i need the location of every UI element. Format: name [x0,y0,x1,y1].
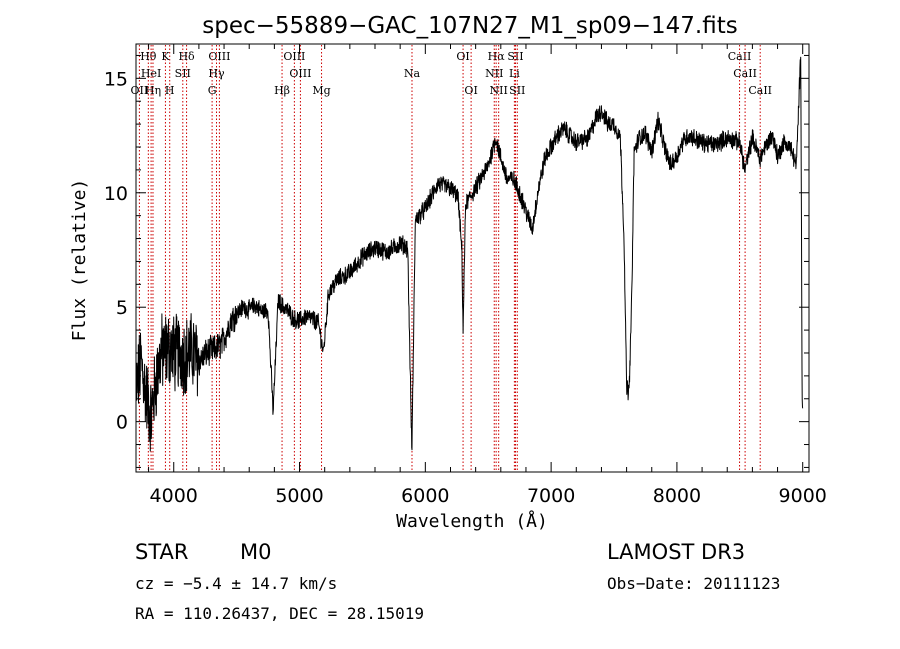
x-tick-label: 5000 [275,485,323,507]
line-marker-label: SII [509,84,525,97]
line-marker-label: G [208,84,217,97]
x-tick-label: 4000 [150,485,198,507]
x-tick-label: 9000 [779,485,827,507]
line-marker-label: Hβ [274,84,290,97]
obs-date-text: Obs−Date: 20111123 [607,574,780,593]
object-class: STAR [135,540,188,564]
line-marker-label: H [165,84,175,97]
line-marker-label: Na [404,67,421,80]
line-marker-label: Hη [145,84,161,97]
line-marker-label: CaII [728,50,752,63]
line-marker-label: CaII [748,84,772,97]
x-axis-label: Wavelength (Å) [396,510,548,532]
survey-name: LAMOST DR3 [607,540,745,564]
y-tick-label: 15 [104,68,128,90]
x-tick-label: 7000 [527,485,575,507]
x-tick-label: 6000 [401,485,449,507]
y-tick-label: 10 [104,183,128,205]
y-tick-label: 0 [116,412,128,434]
axes: 4000 5000 6000 7000 8000 9000 0 5 10 15 [104,44,827,507]
line-marker-label: OIII [283,50,305,63]
spectrum-line [135,56,804,452]
line-marker-label: SII [175,67,191,80]
line-marker-label: OIII [289,67,311,80]
x-tick-label: 8000 [653,485,701,507]
line-marker-label: SII [507,50,523,63]
line-marker-label: Hδ [178,50,195,63]
line-marker-label: Hα [488,50,506,63]
coordinates-text: RA = 110.26437, DEC = 28.15019 [135,604,424,623]
line-marker-label: Hγ [208,67,225,80]
plot-frame [135,43,810,473]
line-marker-label: CaII [733,67,757,80]
y-axis-label: Flux (relative) [69,179,90,342]
line-marker-label: Hθ [140,50,157,63]
line-marker-label: Li [509,67,520,80]
line-marker-label: OIII [208,50,230,63]
line-marker-label: OII [131,84,149,97]
line-marker-label: NII [485,67,503,80]
spectrum-series [135,56,804,452]
line-marker-label: Mg [312,84,330,97]
chart-title: spec−55889−GAC_107N27_M1_sp09−147.fits [202,13,737,39]
line-marker-label: NII [490,84,508,97]
line-marker-label: HeI [141,67,161,80]
line-marker-label: OI [456,50,469,63]
line-marker-label: OI [464,84,477,97]
y-tick-label: 5 [116,297,128,319]
object-subclass: M0 [240,540,271,564]
redshift-text: cz = −5.4 ± 14.7 km/s [135,574,337,593]
line-marker-label: K [161,50,170,63]
